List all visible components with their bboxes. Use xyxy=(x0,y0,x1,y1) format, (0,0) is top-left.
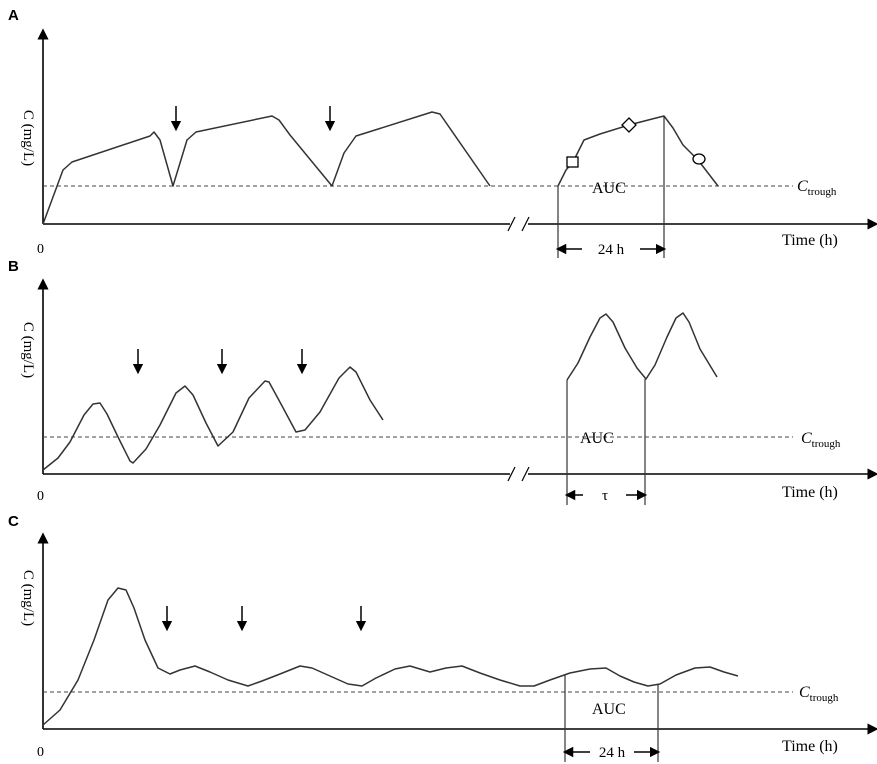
panel-c-letter: C xyxy=(8,513,19,530)
panel-b-steady-state-curve xyxy=(566,312,718,381)
panel-b-axis-break xyxy=(507,466,530,482)
panel-a-interval-label: 24 h xyxy=(598,242,625,258)
panel-a: A C (mg/L) 0 Time (h) Ctrough AUC xyxy=(8,7,877,258)
panel-c-y-label: C (mg/L) xyxy=(20,570,36,626)
panel-b-x-label: Time (h) xyxy=(782,484,838,501)
panel-c: C C (mg/L) 0 Time (h) Ctrough AUC 24 h xyxy=(8,513,877,762)
panel-a-origin: 0 xyxy=(37,242,44,257)
panel-a-circle-marker xyxy=(692,153,706,165)
panel-a-y-label: C (mg/L) xyxy=(20,110,36,166)
panel-a-diamond-marker xyxy=(621,117,637,133)
panel-a-letter: A xyxy=(8,7,19,24)
panel-b-trough-label: Ctrough xyxy=(801,430,841,450)
panel-a-axis-break xyxy=(507,216,530,232)
panel-c-curve xyxy=(42,587,739,726)
panel-a-square-marker xyxy=(566,156,579,168)
panel-a-auc-label: AUC xyxy=(592,180,626,197)
panel-c-x-label: Time (h) xyxy=(782,738,838,755)
panel-b-auc-label: AUC xyxy=(580,430,614,447)
panel-a-x-label: Time (h) xyxy=(782,232,838,249)
panel-c-trough-label: Ctrough xyxy=(799,684,839,704)
panel-c-interval-label: 24 h xyxy=(599,745,626,761)
panel-a-curve xyxy=(42,111,491,225)
panel-b-origin: 0 xyxy=(37,489,44,504)
panel-b-y-label: C (mg/L) xyxy=(20,322,36,378)
panel-b-interval-label: τ xyxy=(602,488,608,504)
panel-c-auc-label: AUC xyxy=(592,701,626,718)
panel-b-letter: B xyxy=(8,258,19,275)
panel-a-trough-label: Ctrough xyxy=(797,178,837,198)
panel-c-origin: 0 xyxy=(37,745,44,760)
panel-b: B C (mg/L) 0 Time (h) Ctrough AUC τ xyxy=(8,258,877,505)
panel-a-steady-state-curve xyxy=(557,115,719,187)
panel-b-curve xyxy=(42,366,384,471)
